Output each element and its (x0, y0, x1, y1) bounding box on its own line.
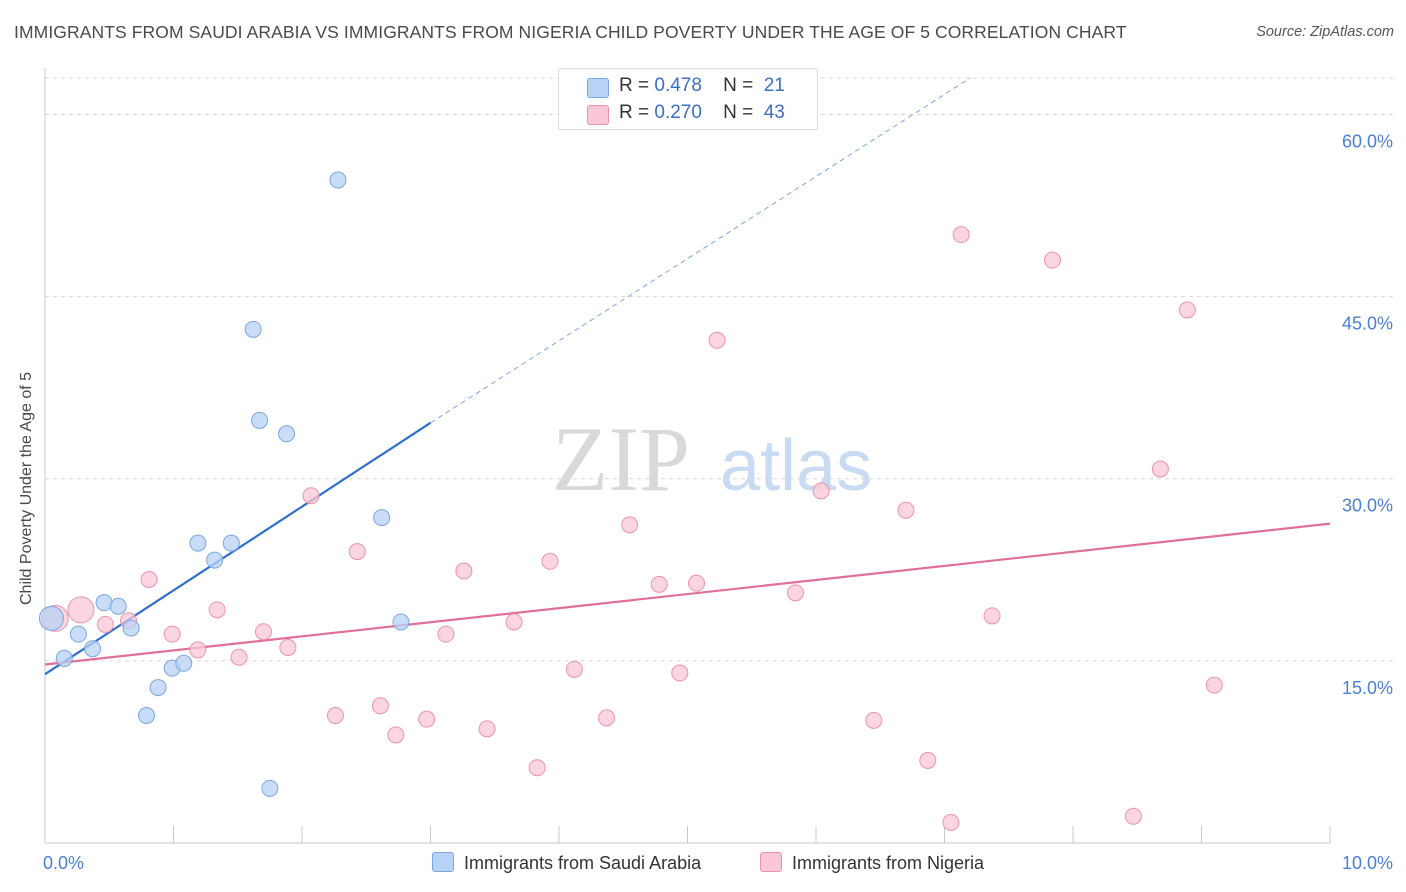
point-nigeria (208, 601, 226, 619)
y-tick-label: 45.0% (1342, 314, 1393, 334)
point-saudi-arabia (109, 597, 127, 615)
point-saudi-arabia (122, 619, 140, 637)
point-saudi-arabia (206, 551, 224, 569)
point-nigeria (650, 575, 668, 593)
point-nigeria (671, 664, 689, 682)
y-tick-label: 15.0% (1342, 678, 1393, 698)
axes (44, 68, 1331, 844)
point-nigeria (279, 639, 297, 656)
watermark: ZIP atlas (552, 408, 872, 510)
point-saudi-arabia (69, 625, 87, 643)
point-nigeria (865, 711, 883, 729)
point-nigeria (96, 615, 114, 633)
legend-r-label: R = (619, 75, 650, 96)
trend-lines (44, 77, 1331, 676)
point-nigeria (371, 697, 389, 715)
trend-line-saudi-arabia-extension (430, 77, 971, 424)
legend-swatch-blue (587, 78, 609, 98)
point-nigeria (621, 516, 639, 534)
point-nigeria (418, 710, 436, 728)
point-saudi-arabia (373, 509, 391, 527)
point-nigeria (455, 562, 473, 580)
point-nigeria (437, 625, 455, 643)
watermark-zip: ZIP (552, 408, 690, 510)
point-saudi-arabia (261, 779, 279, 797)
point-saudi-arabia (38, 605, 64, 631)
point-nigeria (1124, 807, 1142, 825)
point-nigeria (1043, 251, 1061, 269)
point-saudi-arabia (95, 594, 113, 612)
point-saudi-arabia (244, 320, 262, 338)
x-tick-label: 0.0% (43, 853, 84, 873)
legend-n-value: 21 (763, 75, 785, 96)
point-nigeria (230, 648, 248, 666)
point-nigeria (708, 331, 726, 349)
bottom-legend-label: Immigrants from Saudi Arabia (464, 853, 702, 873)
correlation-legend: R = 0.478 N = 21 R = 0.270 N = 43 (558, 68, 818, 130)
point-saudi-arabia (138, 707, 156, 724)
point-nigeria (687, 574, 705, 592)
chart-title: IMMIGRANTS FROM SAUDI ARABIA VS IMMIGRAN… (14, 22, 1127, 42)
legend-swatch-pink (587, 105, 609, 125)
legend-n-label: N = (723, 102, 754, 123)
bottom-legend-label: Immigrants from Nigeria (792, 853, 985, 873)
data-points (38, 171, 1223, 831)
point-saudi-arabia (189, 534, 207, 552)
legend-r-value: 0.270 (654, 102, 702, 123)
point-nigeria (140, 571, 158, 588)
point-saudi-arabia (222, 534, 240, 552)
point-saudi-arabia (175, 654, 193, 672)
point-saudi-arabia (84, 640, 102, 658)
bottom-legend-swatch-blue (432, 852, 454, 872)
point-saudi-arabia (392, 613, 410, 631)
legend-r-label: R = (619, 102, 650, 123)
point-saudi-arabia (251, 411, 269, 429)
legend-r-value: 0.478 (654, 75, 702, 96)
point-nigeria (1205, 676, 1223, 694)
point-nigeria (952, 226, 970, 244)
y-tick-label: 60.0% (1342, 131, 1393, 151)
trend-line-nigeria (44, 522, 1331, 666)
point-nigeria (565, 660, 583, 678)
x-tick-label: 10.0% (1342, 853, 1393, 873)
point-nigeria (189, 641, 207, 659)
watermark-atlas: atlas (720, 426, 872, 506)
point-nigeria (302, 487, 320, 505)
source-credit: Source: ZipAtlas.com (1256, 24, 1394, 40)
point-saudi-arabia (329, 171, 347, 189)
point-nigeria (387, 726, 405, 744)
point-saudi-arabia (278, 425, 296, 443)
point-nigeria (598, 709, 616, 727)
gridlines (45, 77, 1395, 662)
y-axis-label: Child Poverty Under the Age of 5 (18, 371, 35, 605)
point-nigeria (983, 607, 1001, 625)
point-nigeria (478, 720, 496, 738)
bottom-legend-saudi-arabia: Immigrants from Saudi Arabia (432, 852, 701, 874)
point-nigeria (812, 482, 830, 500)
point-nigeria (505, 613, 523, 631)
bottom-legend-nigeria: Immigrants from Nigeria (760, 852, 984, 874)
point-nigeria (67, 596, 95, 624)
tick-labels: 15.0% 30.0% 45.0% 60.0% 0.0% 10.0% (43, 131, 1393, 873)
point-nigeria (541, 552, 559, 570)
point-nigeria (254, 623, 272, 641)
point-saudi-arabia (149, 679, 167, 697)
legend-n-label: N = (723, 75, 754, 96)
point-nigeria (786, 584, 804, 602)
y-tick-label: 30.0% (1342, 496, 1393, 516)
point-nigeria (897, 501, 915, 519)
point-saudi-arabia (55, 649, 73, 667)
point-nigeria (942, 813, 960, 831)
point-nigeria (919, 751, 937, 769)
point-nigeria (528, 759, 546, 777)
point-nigeria (163, 625, 181, 643)
point-nigeria (1151, 460, 1169, 478)
point-nigeria (326, 707, 344, 724)
bottom-legend-swatch-pink (760, 852, 782, 872)
legend-n-value: 43 (763, 102, 785, 123)
point-nigeria (348, 543, 366, 561)
point-nigeria (1178, 301, 1196, 319)
